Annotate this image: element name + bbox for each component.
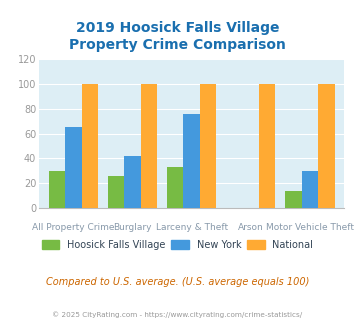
- Text: Motor Vehicle Theft: Motor Vehicle Theft: [266, 223, 354, 232]
- Text: Compared to U.S. average. (U.S. average equals 100): Compared to U.S. average. (U.S. average …: [46, 278, 309, 287]
- Legend: Hoosick Falls Village, New York, National: Hoosick Falls Village, New York, Nationa…: [38, 236, 317, 254]
- Bar: [108, 176, 124, 208]
- Bar: [141, 84, 157, 208]
- Bar: [49, 171, 65, 208]
- Bar: [167, 167, 184, 208]
- Bar: [124, 156, 141, 208]
- Text: Larceny & Theft: Larceny & Theft: [155, 223, 228, 232]
- Bar: [318, 84, 334, 208]
- Bar: [82, 84, 98, 208]
- Bar: [259, 84, 275, 208]
- Text: Arson: Arson: [238, 223, 264, 232]
- Text: Burglary: Burglary: [113, 223, 152, 232]
- Text: All Property Crime: All Property Crime: [32, 223, 115, 232]
- Text: 2019 Hoosick Falls Village
Property Crime Comparison: 2019 Hoosick Falls Village Property Crim…: [69, 21, 286, 52]
- Bar: [65, 127, 82, 208]
- Text: © 2025 CityRating.com - https://www.cityrating.com/crime-statistics/: © 2025 CityRating.com - https://www.city…: [53, 311, 302, 318]
- Bar: [302, 171, 318, 208]
- Bar: [285, 190, 302, 208]
- Bar: [200, 84, 216, 208]
- Bar: [184, 114, 200, 208]
